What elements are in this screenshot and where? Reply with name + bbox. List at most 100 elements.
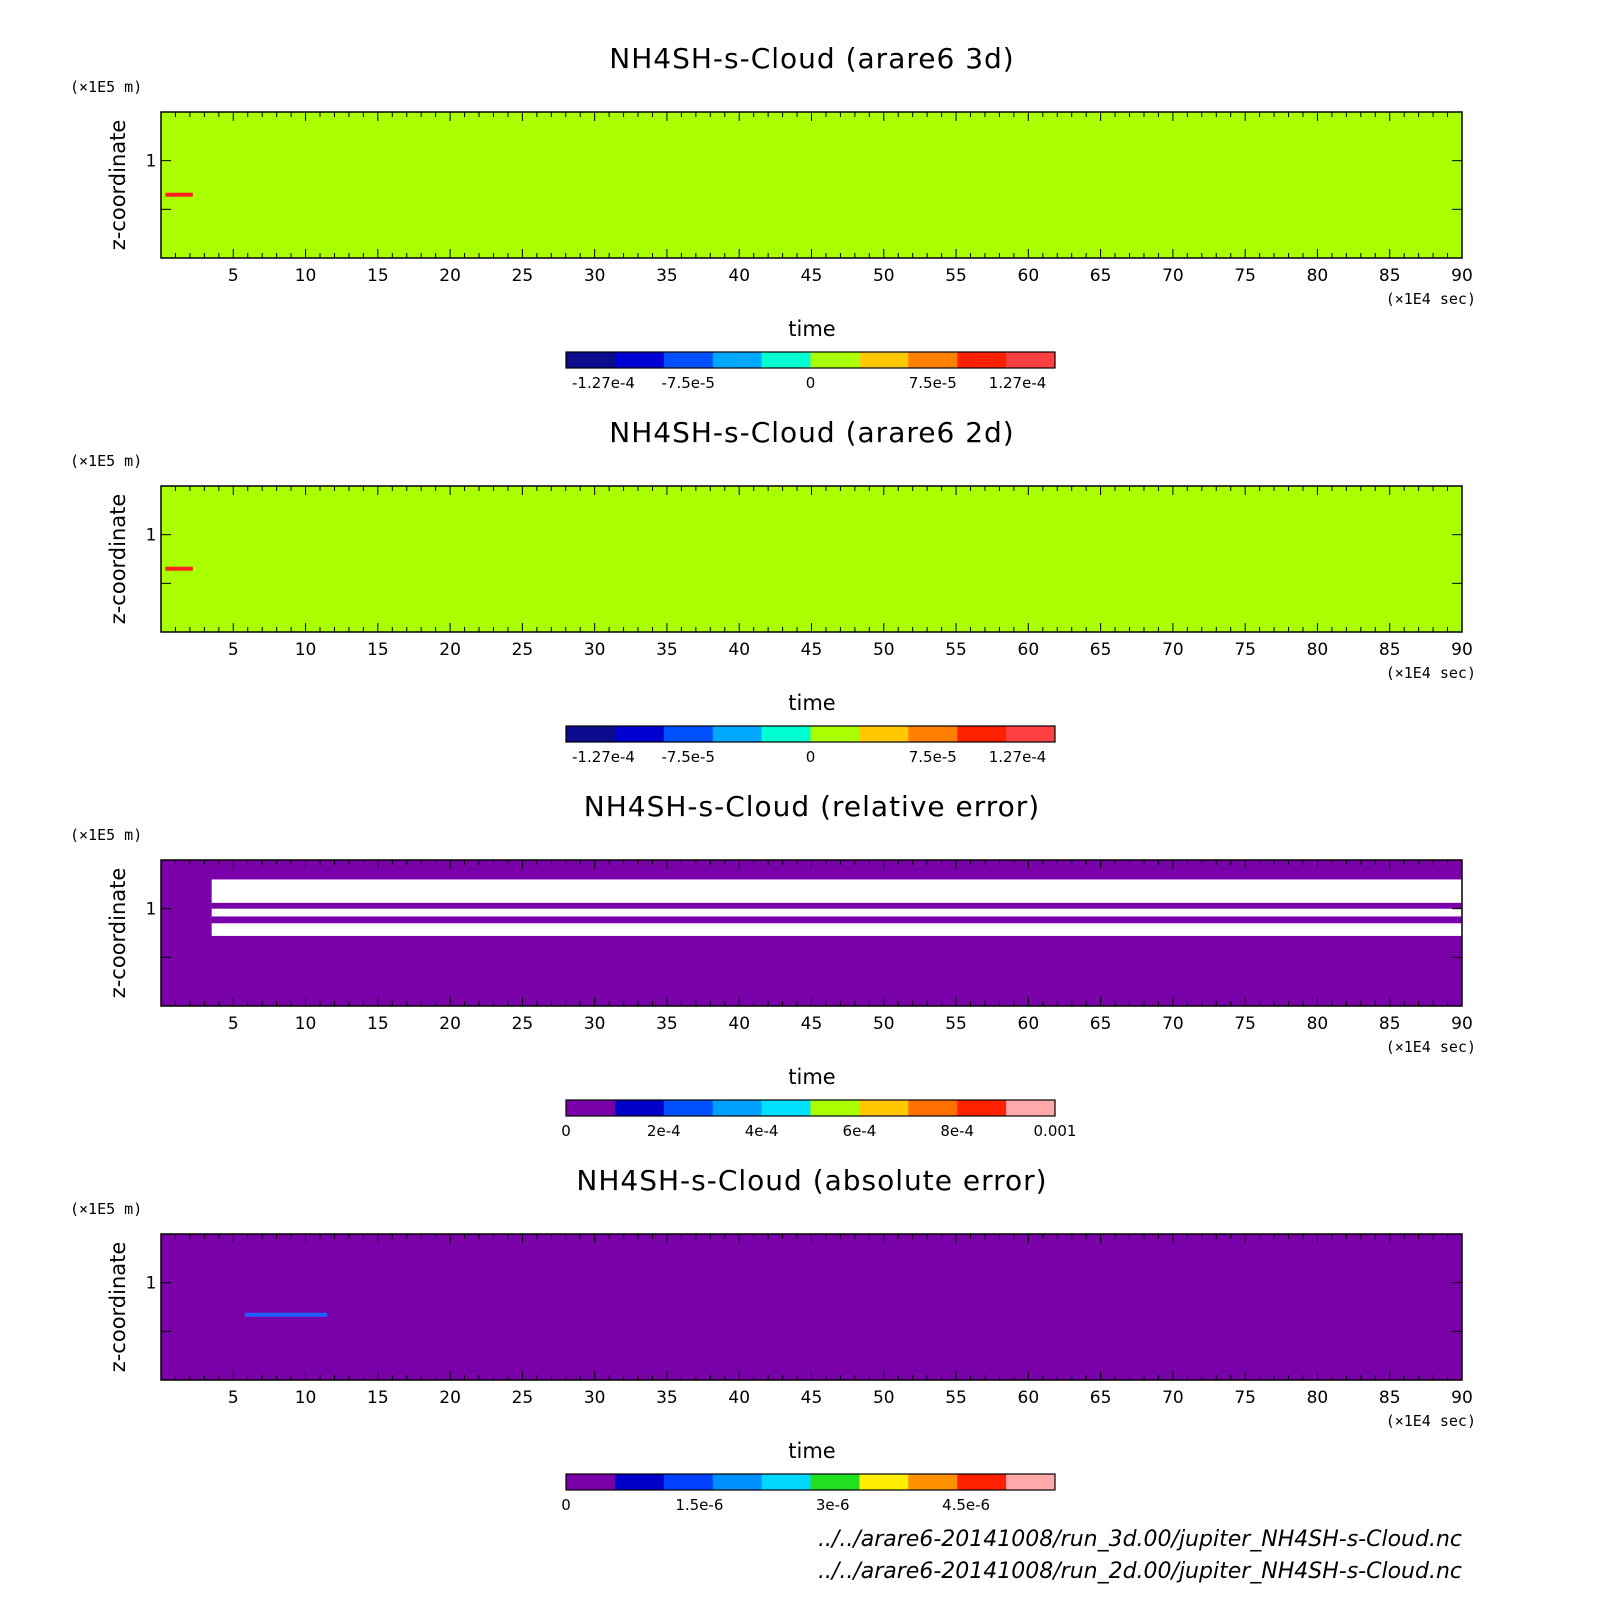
x-tick-label: 65 bbox=[1090, 1014, 1112, 1034]
colorbar-swatch bbox=[663, 1474, 714, 1490]
colorbar-swatch bbox=[810, 726, 860, 742]
colorbar-label: 0 bbox=[561, 1496, 571, 1514]
heatmap-region-1 bbox=[165, 192, 193, 197]
colorbar-swatch bbox=[810, 352, 860, 368]
colorbar-swatch bbox=[663, 1100, 714, 1116]
x-tick-label: 30 bbox=[584, 640, 606, 660]
colorbar-label: 0 bbox=[806, 748, 816, 766]
heatmap-region-1 bbox=[244, 1312, 328, 1317]
x-tick-label: 50 bbox=[873, 266, 895, 286]
colorbar-swatch bbox=[614, 352, 665, 368]
x-tick-label: 20 bbox=[439, 1014, 461, 1034]
x-tick-label: 5 bbox=[228, 266, 239, 286]
x-tick-label: 5 bbox=[228, 1014, 239, 1034]
x-tick-label: 40 bbox=[728, 266, 750, 286]
x-tick-label: 5 bbox=[228, 640, 239, 660]
x-tick-label: 75 bbox=[1234, 266, 1256, 286]
colorbar-label: 7.5e-5 bbox=[909, 748, 957, 766]
x-unit-label: (×1E4 sec) bbox=[1386, 664, 1476, 682]
x-tick-label: 30 bbox=[584, 266, 606, 286]
x-tick-label: 10 bbox=[295, 1388, 317, 1408]
colorbar-swatch bbox=[859, 1100, 909, 1116]
chart-title: NH4SH-s-Cloud (arare6 2d) bbox=[609, 416, 1014, 449]
x-axis-label: time bbox=[788, 1065, 835, 1089]
x-tick-label: 55 bbox=[945, 640, 967, 660]
colorbar-label: -1.27e-4 bbox=[572, 748, 635, 766]
x-tick-label: 15 bbox=[367, 1388, 389, 1408]
y-tick-label: 1 bbox=[146, 526, 157, 546]
footer-file-3d: ../../arare6-20141008/run_3d.00/jupiter_… bbox=[818, 1527, 1462, 1552]
colorbar-swatch bbox=[908, 726, 958, 742]
colorbar-swatch bbox=[957, 352, 1007, 368]
x-tick-label: 45 bbox=[801, 266, 823, 286]
chart-panel-3: NH4SH-s-Cloud (relative error) (×1E5 m) 5 1… bbox=[70, 790, 1476, 1140]
x-tick-label: 55 bbox=[945, 266, 967, 286]
x-tick-label: 80 bbox=[1307, 640, 1329, 660]
y-axis-label: z-coordinate bbox=[106, 1242, 130, 1373]
x-tick-label: 35 bbox=[656, 266, 678, 286]
y-tick-label: 1 bbox=[146, 900, 157, 920]
colorbar-swatch bbox=[712, 1474, 763, 1490]
x-tick-label: 90 bbox=[1451, 1014, 1473, 1034]
x-tick-label: 55 bbox=[945, 1388, 967, 1408]
colorbar-swatch bbox=[761, 352, 811, 368]
colorbar-swatch bbox=[1006, 726, 1056, 742]
colorbar-swatch bbox=[1006, 1474, 1056, 1490]
x-tick-label: 70 bbox=[1162, 1388, 1184, 1408]
x-tick-label: 30 bbox=[584, 1388, 606, 1408]
x-unit-label: (×1E4 sec) bbox=[1386, 1412, 1476, 1430]
x-tick-label: 75 bbox=[1234, 640, 1256, 660]
x-tick-label: 20 bbox=[439, 266, 461, 286]
x-tick-label: 80 bbox=[1307, 1014, 1329, 1034]
colorbar-label: 0 bbox=[806, 374, 816, 392]
x-tick-label: 55 bbox=[945, 1014, 967, 1034]
x-tick-label: 85 bbox=[1379, 1014, 1401, 1034]
colorbar-swatch bbox=[614, 1474, 665, 1490]
colorbar-label: -1.27e-4 bbox=[572, 374, 635, 392]
x-tick-label: 40 bbox=[728, 640, 750, 660]
colorbar-swatch bbox=[614, 726, 665, 742]
x-tick-label: 35 bbox=[656, 1014, 678, 1034]
colorbar-swatch bbox=[859, 352, 909, 368]
colorbar-swatch bbox=[957, 1474, 1007, 1490]
x-tick-label: 40 bbox=[728, 1014, 750, 1034]
x-tick-label: 25 bbox=[512, 1388, 534, 1408]
x-tick-label: 65 bbox=[1090, 266, 1112, 286]
colorbar-swatch bbox=[810, 1474, 860, 1490]
colorbar-label: 3e-6 bbox=[816, 1496, 850, 1514]
colorbar-swatch bbox=[957, 1100, 1007, 1116]
heatmap-region-2 bbox=[211, 902, 1462, 909]
colorbar-swatch bbox=[712, 352, 763, 368]
colorbar-swatch bbox=[957, 726, 1007, 742]
x-tick-label: 65 bbox=[1090, 640, 1112, 660]
colorbar-swatch bbox=[566, 352, 616, 368]
x-tick-label: 50 bbox=[873, 1388, 895, 1408]
heatmap-field bbox=[161, 1234, 1462, 1380]
colorbar-swatch bbox=[712, 726, 763, 742]
x-tick-label: 25 bbox=[512, 1014, 534, 1034]
x-tick-label: 35 bbox=[656, 1388, 678, 1408]
colorbar-label: 7.5e-5 bbox=[909, 374, 957, 392]
chart-title: NH4SH-s-Cloud (relative error) bbox=[584, 790, 1040, 823]
colorbar-swatch bbox=[663, 352, 714, 368]
x-tick-label: 20 bbox=[439, 640, 461, 660]
y-unit-label: (×1E5 m) bbox=[70, 1200, 142, 1218]
x-tick-label: 5 bbox=[228, 1388, 239, 1408]
x-tick-label: 25 bbox=[512, 640, 534, 660]
colorbar-swatch bbox=[761, 1474, 811, 1490]
x-tick-label: 65 bbox=[1090, 1388, 1112, 1408]
x-tick-label: 70 bbox=[1162, 266, 1184, 286]
x-tick-label: 35 bbox=[656, 640, 678, 660]
x-axis-label: time bbox=[788, 1439, 835, 1463]
x-tick-label: 90 bbox=[1451, 266, 1473, 286]
colorbar-swatch bbox=[614, 1100, 665, 1116]
colorbar-frame bbox=[565, 1099, 1056, 1117]
colorbar-label: 1.5e-6 bbox=[675, 1496, 723, 1514]
x-tick-label: 10 bbox=[295, 1014, 317, 1034]
chart-title: NH4SH-s-Cloud (absolute error) bbox=[576, 1164, 1047, 1197]
x-tick-label: 75 bbox=[1234, 1014, 1256, 1034]
y-axis-label: z-coordinate bbox=[106, 120, 130, 251]
x-tick-label: 50 bbox=[873, 640, 895, 660]
heatmap-region-4 bbox=[161, 879, 212, 948]
